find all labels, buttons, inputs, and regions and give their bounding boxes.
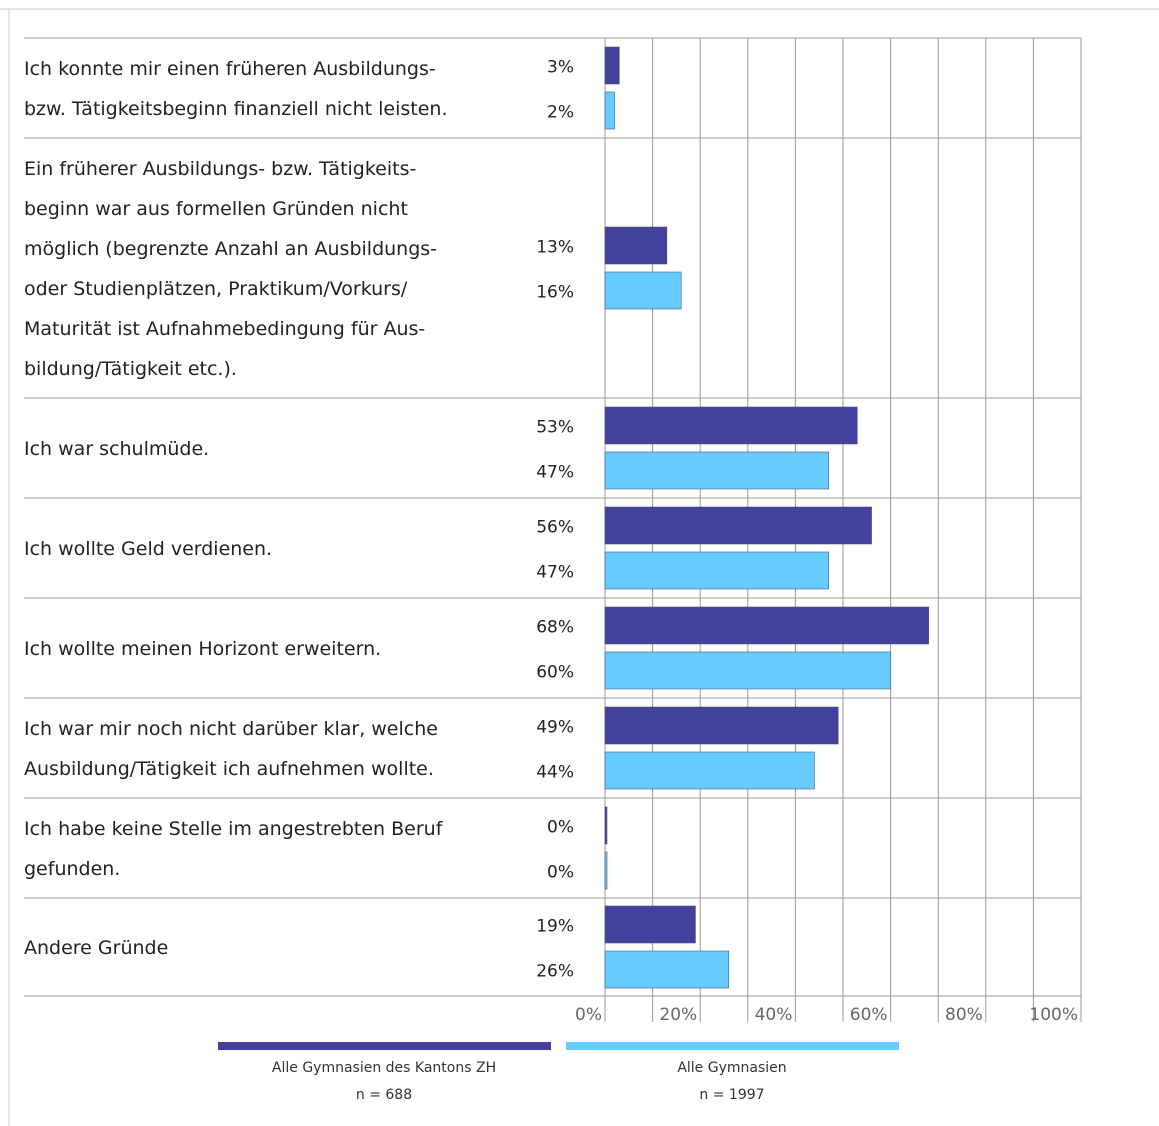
legend-n-series-2: n = 1997: [699, 1087, 765, 1103]
category-label: oder Studienplätzen, Praktikum/Vorkurs/: [24, 278, 408, 300]
category-label: Ich war schulmüde.: [24, 438, 209, 460]
category-label: Ich konnte mir einen früheren Ausbildung…: [24, 58, 436, 80]
category-label: Ich wollte Geld verdienen.: [24, 538, 272, 560]
category-label: Ich war mir noch nicht darüber klar, wel…: [24, 718, 438, 740]
x-tick-label: 0%: [575, 1005, 602, 1025]
x-tick-label: 20%: [659, 1005, 697, 1025]
bar-series-1: [604, 706, 839, 745]
bar-series-1: [604, 806, 608, 845]
grid-layer: [0, 8, 1159, 1126]
value-label: 47%: [536, 563, 574, 583]
category-label: Ich habe keine Stelle im angestrebten Be…: [24, 818, 444, 840]
category-label: beginn war aus formellen Gründen nicht: [24, 198, 408, 220]
value-label: 60%: [536, 663, 574, 683]
bar-series-1: [604, 226, 668, 265]
category-label: bildung/Tätigkeit etc.).: [24, 358, 237, 380]
bar-series-2: [604, 451, 830, 490]
value-label: 19%: [536, 917, 574, 937]
value-label: 68%: [536, 618, 574, 638]
bar-series-2: [604, 551, 830, 590]
x-axis-tick-layer: 0% 20% 40% 60% 80% 100%: [575, 1005, 1078, 1025]
category-label: Ich wollte meinen Horizont erweitern.: [24, 638, 381, 660]
value-labels-layer: 3% 2% 13% 16% 53% 47% 56% 47% 68% 60% 49% 44% 0% 0% 19…: [536, 58, 574, 982]
bar-series-1: [604, 46, 620, 85]
category-label: Maturität ist Aufnahmebedingung für Aus-: [24, 318, 425, 340]
legend-swatch-series-2: [566, 1042, 899, 1050]
bar-series-1: [604, 905, 696, 944]
legend-label-series-2: Alle Gymnasien: [677, 1060, 787, 1076]
bar-series-2: [604, 651, 891, 690]
value-label: 3%: [547, 58, 574, 78]
value-label: 16%: [536, 283, 574, 303]
bar-series-2: [604, 851, 608, 890]
category-label: Andere Gründe: [24, 937, 168, 959]
bar-series-1: [604, 606, 929, 645]
bars-layer: [604, 46, 929, 989]
bar-series-1: [604, 406, 858, 445]
category-labels-layer: Ich konnte mir einen früheren Ausbildung…: [24, 58, 447, 959]
category-label: Ausbildung/Tätigkeit ich aufnehmen wollt…: [24, 758, 434, 780]
value-label: 13%: [536, 238, 574, 258]
x-tick-label: 100%: [1029, 1005, 1078, 1025]
value-label: 49%: [536, 718, 574, 738]
category-label: Ein früherer Ausbildungs- bzw. Tätigkeit…: [24, 158, 416, 180]
x-tick-label: 80%: [945, 1005, 983, 1025]
value-label: 26%: [536, 962, 574, 982]
value-label: 0%: [547, 863, 574, 883]
value-label: 47%: [536, 463, 574, 483]
category-label: bzw. Tätigkeitsbeginn finanziell nicht l…: [24, 98, 447, 120]
category-label: gefunden.: [24, 858, 120, 880]
value-label: 44%: [536, 763, 574, 783]
value-label: 53%: [536, 418, 574, 438]
value-label: 2%: [547, 103, 574, 123]
legend-label-series-1: Alle Gymnasien des Kantons ZH: [271, 1060, 497, 1076]
value-label: 0%: [547, 818, 574, 838]
bar-series-2: [604, 91, 615, 130]
x-tick-label: 60%: [850, 1005, 888, 1025]
bar-series-1: [604, 506, 872, 545]
category-label: möglich (begrenzte Anzahl an Ausbildungs…: [24, 238, 437, 260]
bar-series-2: [604, 271, 682, 310]
legend-swatch-series-1: [218, 1042, 551, 1050]
bar-series-2: [604, 751, 815, 790]
legend-n-series-1: n = 688: [355, 1087, 413, 1103]
value-label: 56%: [536, 518, 574, 538]
bar-series-2: [604, 950, 730, 989]
x-tick-label: 40%: [755, 1005, 793, 1025]
